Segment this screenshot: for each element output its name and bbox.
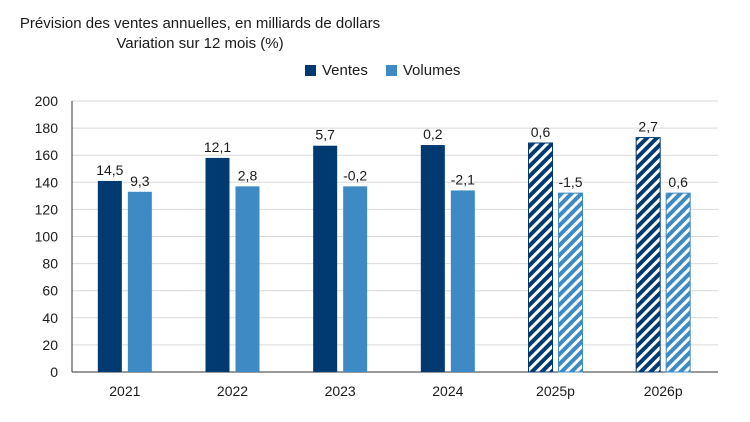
bar-ventes: [97, 180, 122, 372]
x-tick-label: 2022: [217, 383, 248, 399]
title-line-2: Variation sur 12 mois (%): [116, 35, 284, 52]
legend: Ventes Volumes: [305, 62, 460, 79]
bar-volumes: [558, 192, 583, 373]
legend-label-volumes: Volumes: [402, 62, 461, 79]
bar-volumes: [665, 192, 691, 373]
y-tick-label: 80: [42, 256, 58, 272]
bar-ventes: [528, 142, 553, 373]
y-tick-label: 0: [50, 364, 58, 380]
x-tick-label: 2023: [325, 383, 356, 399]
legend-item-ventes: Ventes: [305, 62, 368, 79]
y-tick-label: 20: [42, 337, 58, 353]
legend-item-volumes: Volumes: [385, 62, 461, 79]
y-tick-label: 200: [35, 93, 59, 109]
data-label-volumes: -2,1: [451, 171, 475, 187]
legend-label-ventes: Ventes: [322, 62, 368, 79]
data-label-volumes: -1,5: [558, 174, 582, 190]
bar-ventes: [205, 157, 230, 372]
data-label-volumes: 0,6: [668, 174, 688, 190]
bar-ventes: [635, 137, 661, 373]
data-label-volumes: 2,8: [238, 167, 258, 183]
data-label-ventes: 2,7: [638, 119, 658, 135]
data-label-ventes: 0,6: [531, 124, 551, 140]
y-tick-label: 40: [42, 310, 58, 326]
bar-volumes: [127, 191, 152, 372]
legend-swatch-volumes: [385, 65, 397, 76]
x-tick-label: 2026p: [644, 383, 683, 399]
data-label-volumes: -0,2: [343, 167, 367, 183]
bar-ventes: [313, 145, 338, 372]
data-label-ventes: 14,5: [96, 162, 123, 178]
chart-title: Prévision des ventes annuelles, en milli…: [0, 14, 400, 54]
y-tick-label: 180: [35, 120, 59, 136]
x-tick-label: 2021: [109, 383, 140, 399]
x-tick-label: 2024: [432, 383, 463, 399]
bar-ventes: [420, 145, 445, 372]
bar-volumes: [235, 186, 260, 372]
y-tick-label: 60: [42, 283, 58, 299]
data-label-ventes: 12,1: [204, 139, 231, 155]
y-tick-label: 140: [35, 174, 59, 190]
data-label-ventes: 5,7: [315, 127, 335, 143]
y-tick-label: 160: [35, 147, 59, 163]
title-line-1: Prévision des ventes annuelles, en milli…: [19, 15, 381, 32]
bar-volumes: [450, 190, 475, 372]
x-tick-label: 2025p: [536, 383, 575, 399]
legend-swatch-ventes: [305, 65, 316, 76]
y-tick-label: 100: [35, 229, 59, 245]
bar-volumes: [343, 186, 368, 372]
y-tick-label: 120: [35, 201, 59, 217]
data-label-volumes: 9,3: [130, 173, 150, 189]
data-label-ventes: 0,2: [423, 126, 443, 142]
